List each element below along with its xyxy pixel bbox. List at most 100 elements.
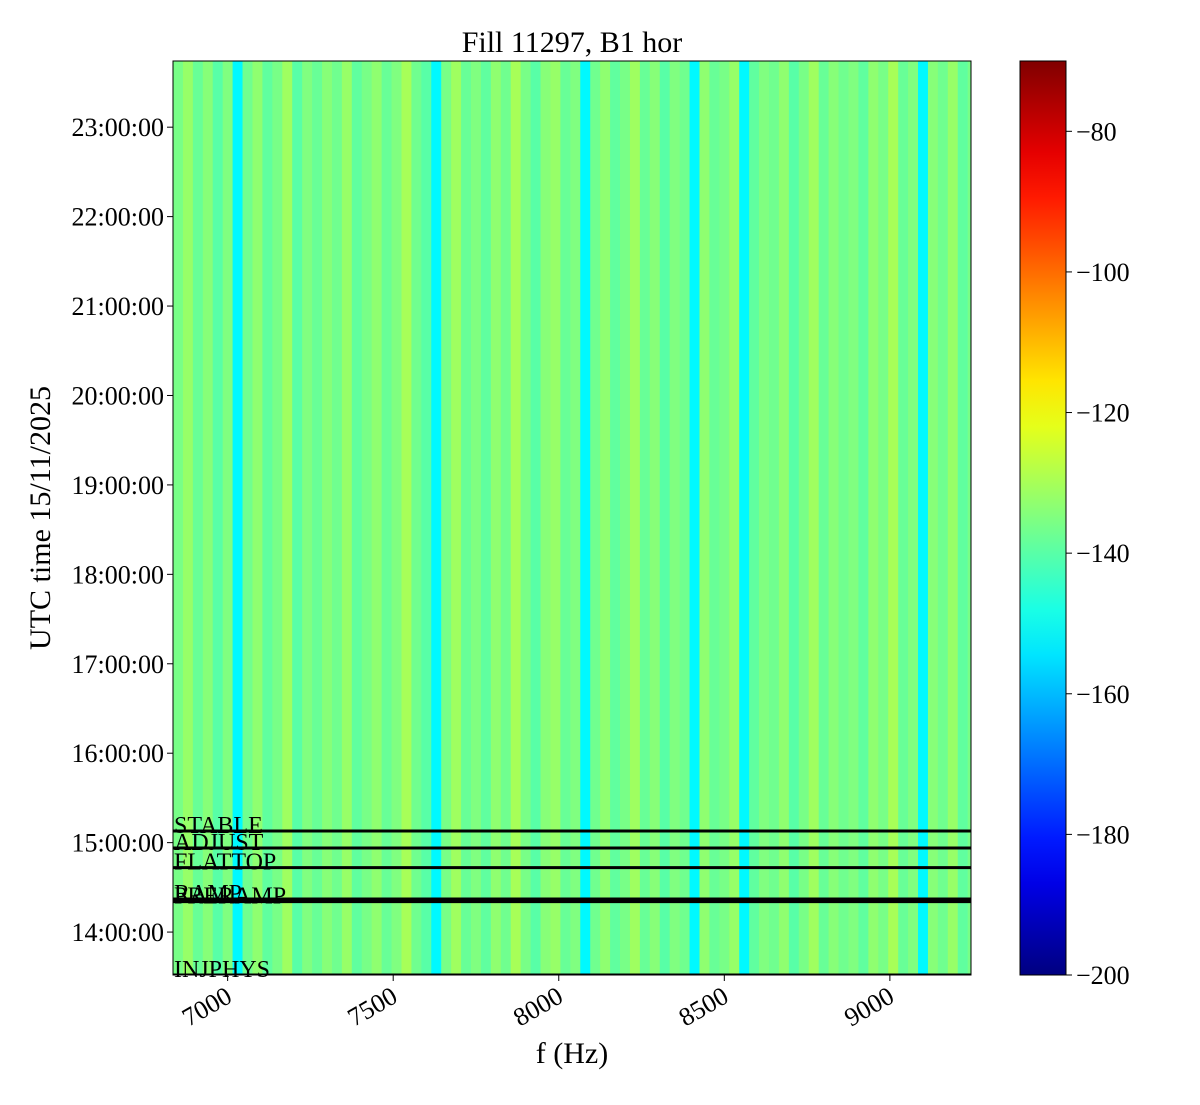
spectrum-cell	[719, 61, 730, 975]
spectrum-cell	[550, 61, 561, 975]
spectrum-cell	[600, 61, 611, 975]
spectrum-cell	[937, 61, 949, 975]
spectrum-cell	[331, 61, 343, 975]
spectrum-cell	[898, 61, 909, 975]
y-tick-label: 23:00:00	[72, 113, 164, 142]
spectrum-cell	[918, 61, 929, 975]
spectrum-cell	[351, 61, 363, 975]
spectrum-cell	[431, 61, 442, 975]
spectrum-cell	[828, 61, 840, 975]
spectrum-cell	[451, 61, 462, 975]
y-tick-label: 22:00:00	[72, 203, 164, 232]
spectrum-cell	[848, 61, 859, 975]
spectrum-cell	[312, 61, 323, 975]
spectrum-cell	[341, 61, 353, 975]
spectrum-cell	[749, 61, 760, 975]
spectrum-cell	[818, 61, 830, 975]
spectrum-cell	[322, 61, 333, 975]
phase-label: PRERAMP	[174, 884, 286, 910]
y-tick-label: 20:00:00	[72, 381, 164, 410]
spectrum-cell	[858, 61, 869, 975]
x-axis-label: f (Hz)	[536, 1037, 608, 1070]
spectrum-cell	[252, 61, 263, 975]
spectrum-cell	[540, 61, 551, 975]
spectrum-cell	[729, 61, 740, 975]
x-tick-label: 8000	[508, 981, 568, 1032]
chart-title: Fill 11297, B1 hor	[462, 26, 683, 59]
y-tick-label: 21:00:00	[72, 292, 164, 321]
plot-frame	[172, 60, 972, 976]
heatmap	[173, 61, 971, 975]
spectrum-cell	[620, 61, 631, 975]
colorbar-tick-label: −80	[1076, 117, 1117, 146]
spectrum-cell	[769, 61, 780, 975]
spectrum-cell	[709, 61, 720, 975]
spectrum-cell	[490, 61, 502, 975]
phase-label: FLATTOP	[174, 850, 276, 876]
spectrum-cell	[947, 61, 959, 975]
spectrum-cell	[411, 61, 422, 975]
spectrum-cell	[421, 61, 432, 975]
spectrum-cell	[610, 61, 621, 975]
spectrum-cell	[560, 61, 571, 975]
spectrum-cell	[232, 61, 244, 975]
spectrum-cell	[699, 61, 710, 975]
spectrum-cell	[520, 61, 532, 975]
spectrum-cell	[471, 61, 482, 975]
colorbar-tick-label: −120	[1076, 399, 1130, 428]
x-tick-label: 7500	[343, 981, 403, 1032]
spectrum-cell	[788, 61, 800, 975]
spectrum-cell	[361, 61, 373, 975]
phase-label: ADJUST	[174, 830, 264, 856]
spectrum-cell	[878, 61, 889, 975]
y-tick-label: 16:00:00	[72, 739, 164, 768]
spectrum-cell	[480, 61, 492, 975]
spectrum-cell	[689, 61, 700, 975]
spectrum-cell	[927, 61, 939, 975]
spectrum-cell	[182, 61, 194, 975]
y-axis-label: UTC time 15/11/2025	[24, 386, 57, 650]
spectrum-cell	[262, 61, 273, 975]
spectrum-cell	[391, 61, 402, 975]
colorbar-tick-label: −100	[1076, 258, 1130, 287]
colorbar-tick-label: −160	[1076, 680, 1130, 709]
spectrum-cell	[401, 61, 412, 975]
y-tick-label: 18:00:00	[72, 560, 164, 589]
phase-lines	[173, 829, 971, 975]
spectrum-cell	[659, 61, 671, 975]
spectrum-cell	[192, 61, 204, 975]
spectrum-cell	[292, 61, 303, 975]
spectrum-cell	[282, 61, 293, 975]
x-tick-label: 7000	[177, 981, 237, 1032]
spectrum-cell	[242, 61, 253, 975]
colorbar-tick-label: −140	[1076, 539, 1130, 568]
spectrum-cell	[272, 61, 283, 975]
x-tick-label: 9000	[839, 981, 899, 1032]
spectrum-cell	[510, 61, 522, 975]
x-tick-label: 8500	[674, 981, 734, 1032]
spectrum-cell	[778, 61, 790, 975]
y-tick-label: 17:00:00	[72, 650, 164, 679]
spectrum-cell	[679, 61, 691, 975]
spectrum-cell	[739, 61, 750, 975]
spectrum-cell	[798, 61, 810, 975]
phase-label: RAMP	[174, 881, 242, 907]
spectrum-cell	[381, 61, 393, 975]
phase-label: STABLE	[174, 813, 263, 839]
spectrum-cell	[441, 61, 452, 975]
spectrum-cell	[212, 61, 224, 975]
spectrum-cell	[908, 61, 919, 975]
y-tick-label: 14:00:00	[72, 918, 164, 947]
colorbar	[1019, 60, 1067, 976]
spectrum-cell	[639, 61, 651, 975]
spectrum-cell	[371, 61, 383, 975]
spectrum-cell	[173, 61, 184, 975]
spectrum-cell	[580, 61, 591, 975]
spectrum-cell	[838, 61, 849, 975]
spectrum-cell	[500, 61, 512, 975]
spectrum-cell	[888, 61, 899, 975]
y-tick-label: 15:00:00	[72, 829, 164, 858]
phase-label: INJPHYS	[174, 957, 270, 983]
spectrum-cell	[629, 61, 641, 975]
